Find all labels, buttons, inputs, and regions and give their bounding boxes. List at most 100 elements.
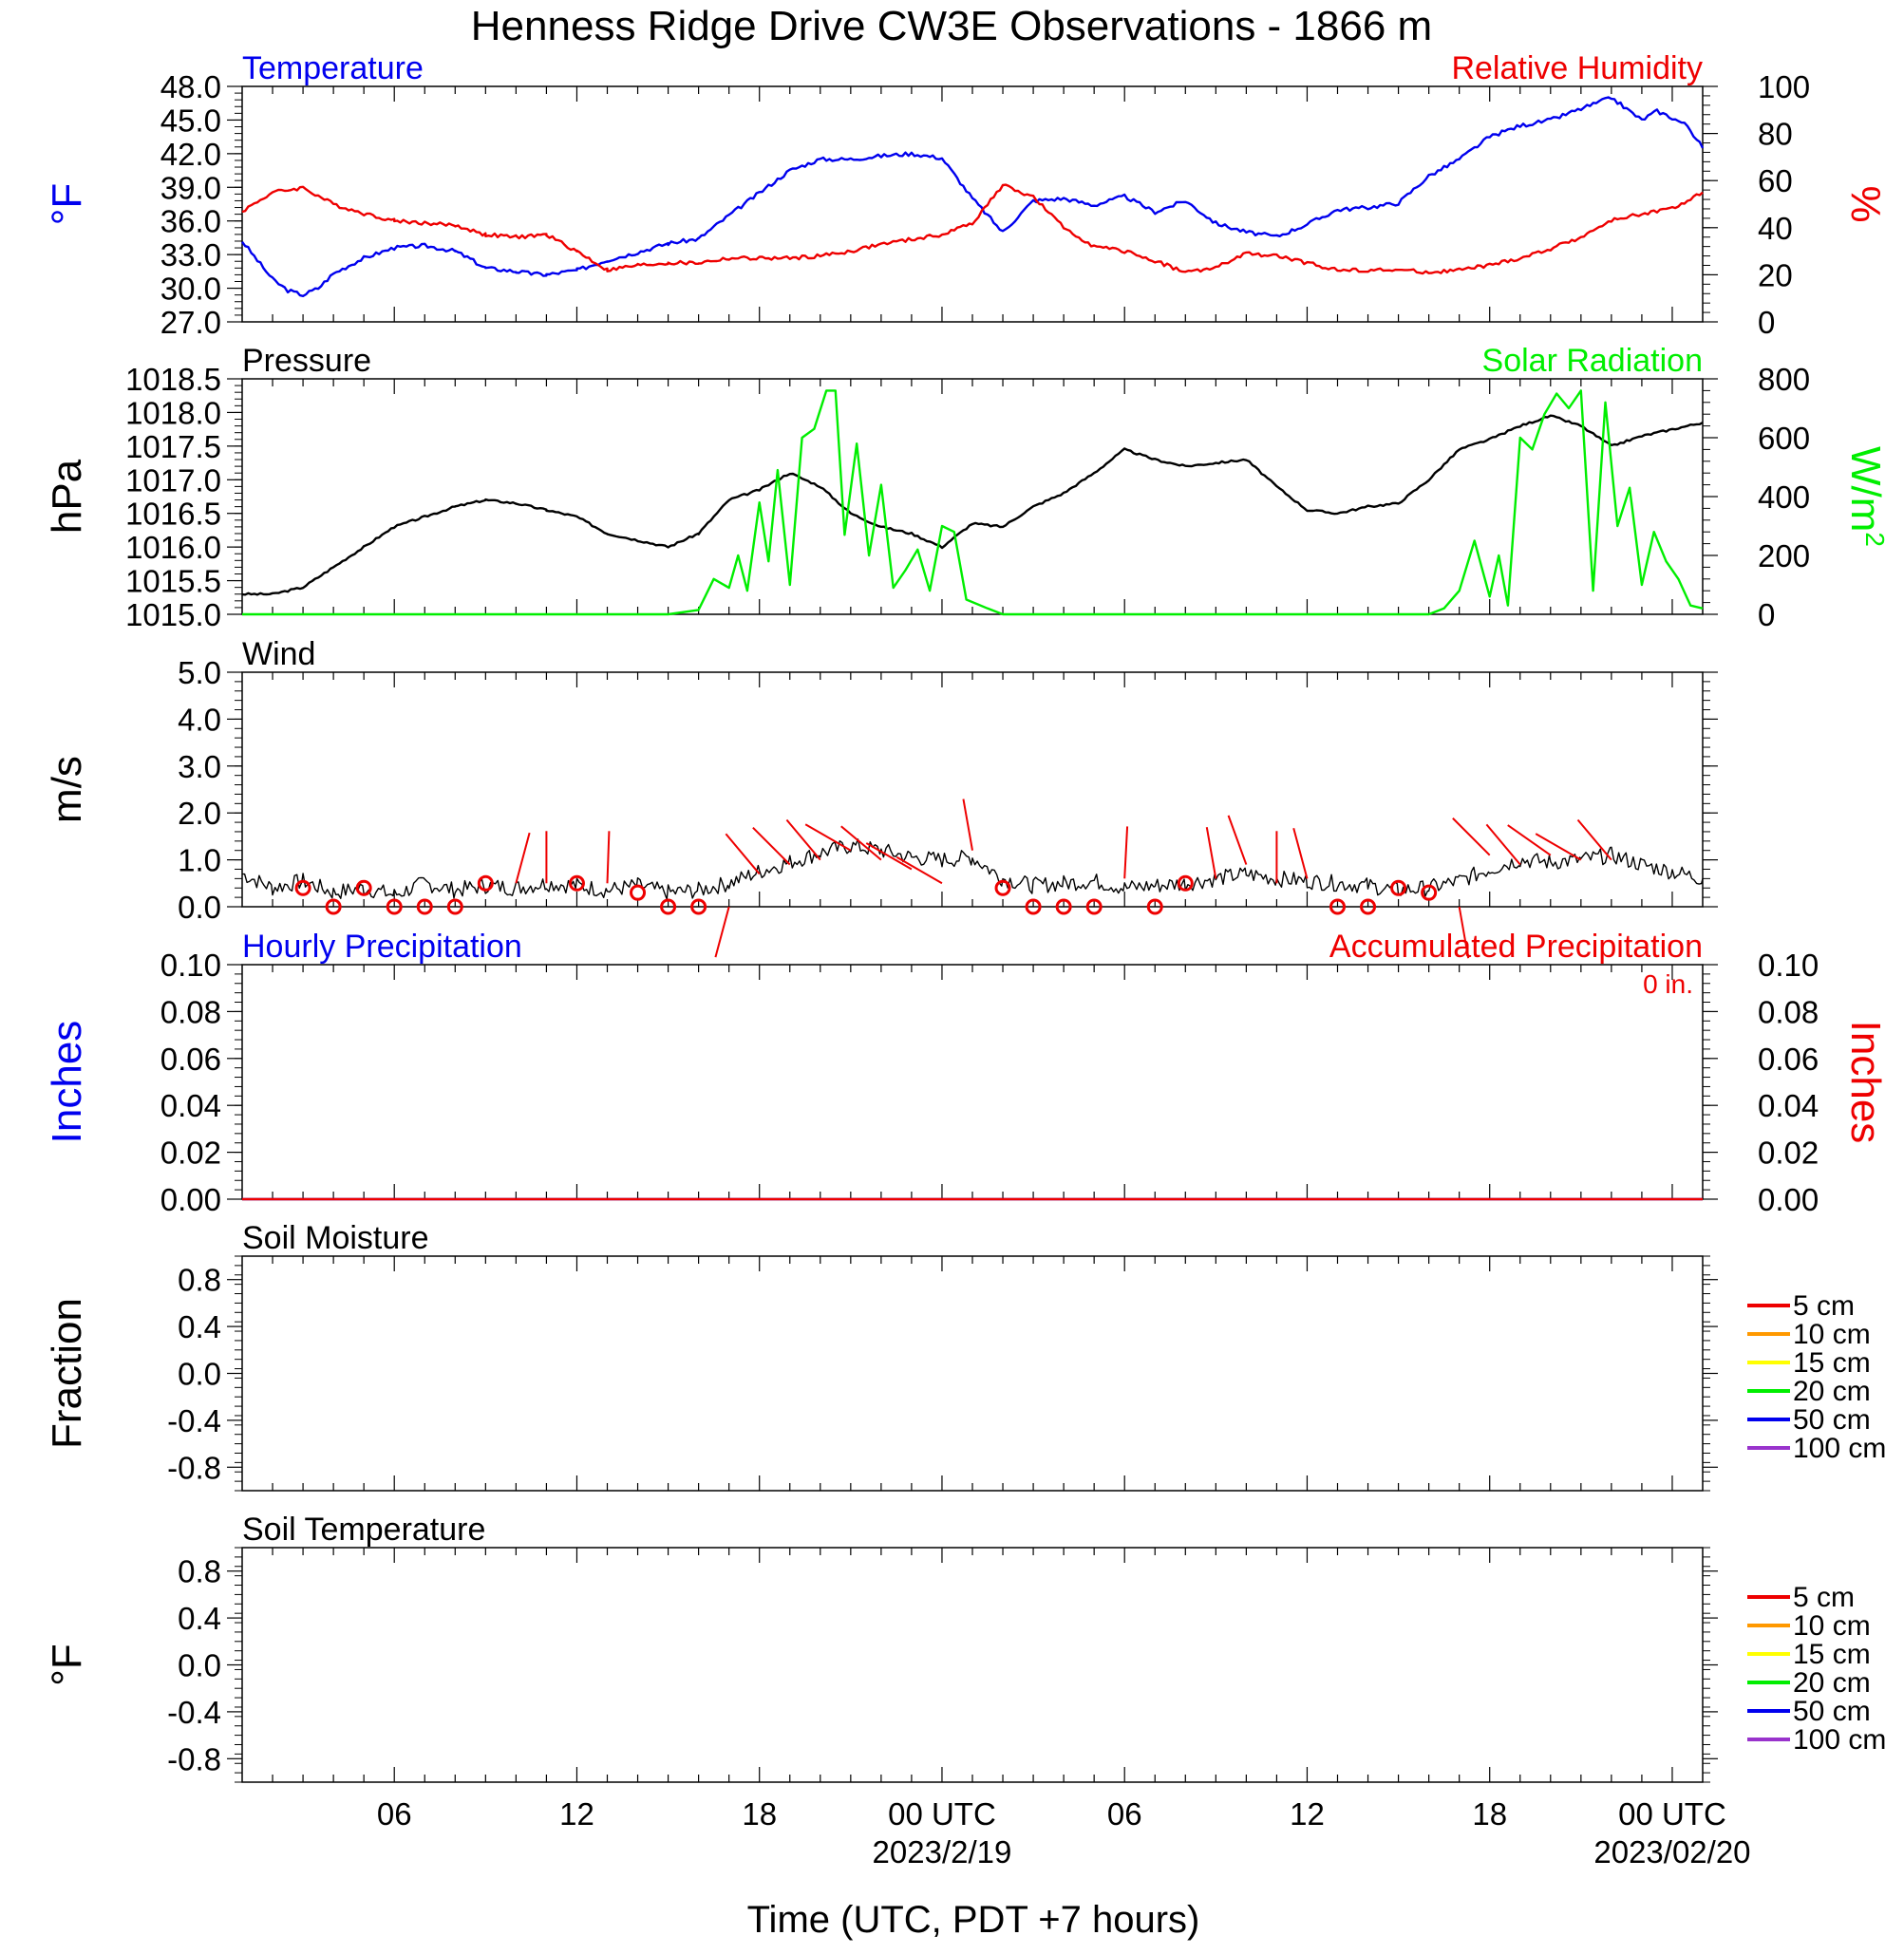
temp_rh-y2-tick-label: 60 — [1758, 163, 1793, 198]
wind-barb-calm — [1360, 898, 1377, 915]
wind-barb-calm — [477, 874, 494, 892]
precip-annotation: 0 in. — [1643, 969, 1693, 999]
x-tick-label: 18 — [742, 1796, 777, 1832]
wind-barb-calm — [355, 879, 372, 896]
soil_temperature-legend-label: 100 cm — [1793, 1724, 1886, 1756]
precip-y-tick-label: 0.02 — [160, 1136, 221, 1171]
wind-barb — [865, 842, 913, 871]
wind-ylabel: m/s — [44, 756, 90, 823]
x-tick-label: 12 — [559, 1796, 594, 1832]
wind-barb — [1507, 824, 1552, 856]
wind-barb-calm — [1421, 884, 1438, 901]
pressure_solar-left-title: Pressure — [242, 343, 371, 379]
wind-barb — [515, 832, 531, 884]
x-tick-label: 00 UTC — [888, 1796, 996, 1832]
soil_temperature-legend-label: 5 cm — [1793, 1582, 1855, 1613]
pressure_solar-y-tick-label: 1017.5 — [125, 429, 221, 464]
wind-barb — [1205, 827, 1217, 879]
wind-barb-calm — [994, 879, 1011, 896]
temp_rh-y2-tick-label: 80 — [1758, 117, 1793, 152]
temp_rh-y2-tick-label: 20 — [1758, 257, 1793, 292]
x-tick-label: 06 — [377, 1796, 412, 1832]
precip-right-title: Accumulated Precipitation — [1329, 929, 1703, 965]
x-tick-label: 00 UTC — [1618, 1796, 1726, 1832]
wind-barb-calm — [568, 874, 585, 892]
pressure_solar-y-tick-label: 1016.0 — [125, 530, 221, 565]
pressure_solar-y-tick-label: 1017.0 — [125, 462, 221, 498]
soil_moisture-y-tick-label: 0.4 — [178, 1309, 221, 1344]
soil_moisture-y-tick-label: -0.4 — [167, 1403, 221, 1438]
wind-y-tick-label: 4.0 — [178, 702, 221, 737]
wind-y-tick-label: 5.0 — [178, 655, 221, 690]
wind-left-title: Wind — [242, 636, 315, 672]
wind-barb-calm — [1146, 898, 1163, 915]
x-tick-date-label: 2023/2/19 — [873, 1834, 1012, 1869]
soil_temperature-legend-label: 50 cm — [1793, 1696, 1871, 1727]
wind-barb-calm — [660, 898, 677, 915]
precip-y-tick-label: 0.00 — [160, 1182, 221, 1217]
temp_rh-y-tick-label: 42.0 — [160, 137, 221, 172]
temp_rh-y-tick-label: 48.0 — [160, 69, 221, 104]
temp_rh-y-tick-label: 45.0 — [160, 103, 221, 138]
pressure_solar-y-tick-label: 1015.5 — [125, 564, 221, 599]
pressure_solar-y2-tick-label: 200 — [1758, 538, 1810, 573]
soil_moisture-frame — [241, 1255, 1704, 1492]
wind-barb — [1485, 823, 1521, 866]
precip-frame — [241, 964, 1704, 1200]
precip-ylabel: Inches — [44, 1021, 90, 1144]
soil_temperature-y-tick-label: -0.8 — [167, 1741, 221, 1776]
x-tick-label: 12 — [1290, 1796, 1325, 1832]
x-axis-title: Time (UTC, PDT +7 hours) — [747, 1899, 1200, 1941]
precip-y-tick-label: 0.06 — [160, 1042, 221, 1077]
x-tick-date-label: 2023/02/20 — [1593, 1834, 1750, 1869]
soil_temperature-left-title: Soil Temperature — [242, 1512, 485, 1548]
wind-series-wind — [242, 838, 1704, 900]
precip-y2-tick-label: 0.00 — [1758, 1182, 1819, 1217]
temp_rh-y2-tick-label: 100 — [1758, 69, 1810, 104]
temp_rh-series-temperature — [241, 96, 1705, 297]
pressure_solar-y-tick-label: 1018.5 — [125, 362, 221, 397]
temp_rh-y-tick-label: 39.0 — [160, 170, 221, 205]
soil_moisture-y-tick-label: 0.0 — [178, 1357, 221, 1392]
pressure_solar-series-solar-radiation — [242, 389, 1704, 616]
wind-barb — [804, 823, 852, 852]
wind-barb — [840, 825, 882, 861]
precip-y2-tick-label: 0.08 — [1758, 994, 1819, 1029]
precip-y-tick-label: 0.08 — [160, 994, 221, 1029]
wind-barb — [1452, 817, 1491, 856]
temp_rh-y-tick-label: 27.0 — [160, 305, 221, 340]
wind-y-tick-label: 0.0 — [178, 890, 221, 925]
wind-barb-calm — [1329, 898, 1346, 915]
temp_rh-ylabel: °F — [44, 183, 90, 225]
soil_moisture-y-tick-label: -0.8 — [167, 1450, 221, 1485]
wind-barb-calm — [630, 884, 647, 901]
soil_temperature-y-tick-label: 0.4 — [178, 1601, 221, 1636]
wind-barb-calm — [294, 879, 311, 896]
wind-barb — [785, 818, 821, 861]
wind-barb-calm — [416, 898, 433, 915]
temp_rh-y-tick-label: 30.0 — [160, 272, 221, 307]
soil_temperature-legend-label: 15 cm — [1793, 1639, 1871, 1670]
wind-barb-calm — [1177, 874, 1194, 892]
pressure_solar-y2-tick-label: 600 — [1758, 421, 1810, 456]
precip-y2-tick-label: 0.10 — [1758, 948, 1819, 983]
precip-y2-tick-label: 0.04 — [1758, 1088, 1819, 1123]
wind-barb — [962, 799, 973, 851]
soil_temperature-y-tick-label: 0.8 — [178, 1554, 221, 1589]
soil_moisture-y-tick-label: 0.8 — [178, 1263, 221, 1298]
temp_rh-y2-tick-label: 0 — [1758, 305, 1775, 340]
wind-barb — [606, 831, 611, 884]
pressure_solar-y2-tick-label: 400 — [1758, 479, 1810, 515]
pressure_solar-y2-tick-label: 800 — [1758, 362, 1810, 397]
wind-barb-calm — [325, 898, 342, 915]
pressure_solar-right-title: Solar Radiation — [1482, 343, 1703, 379]
wind-barb — [752, 826, 791, 866]
pressure_solar-y2label-superscript: 2 — [1861, 532, 1891, 547]
soil_moisture-legend-label: 50 cm — [1793, 1404, 1871, 1436]
pressure_solar-y2-tick-label: 0 — [1758, 597, 1775, 632]
precip-y-tick-label: 0.10 — [160, 948, 221, 983]
wind-barb-calm — [1055, 898, 1072, 915]
soil_temperature-y-tick-label: -0.4 — [167, 1695, 221, 1730]
pressure_solar-y-tick-label: 1015.0 — [125, 597, 221, 632]
temp_rh-y2-tick-label: 40 — [1758, 211, 1793, 246]
